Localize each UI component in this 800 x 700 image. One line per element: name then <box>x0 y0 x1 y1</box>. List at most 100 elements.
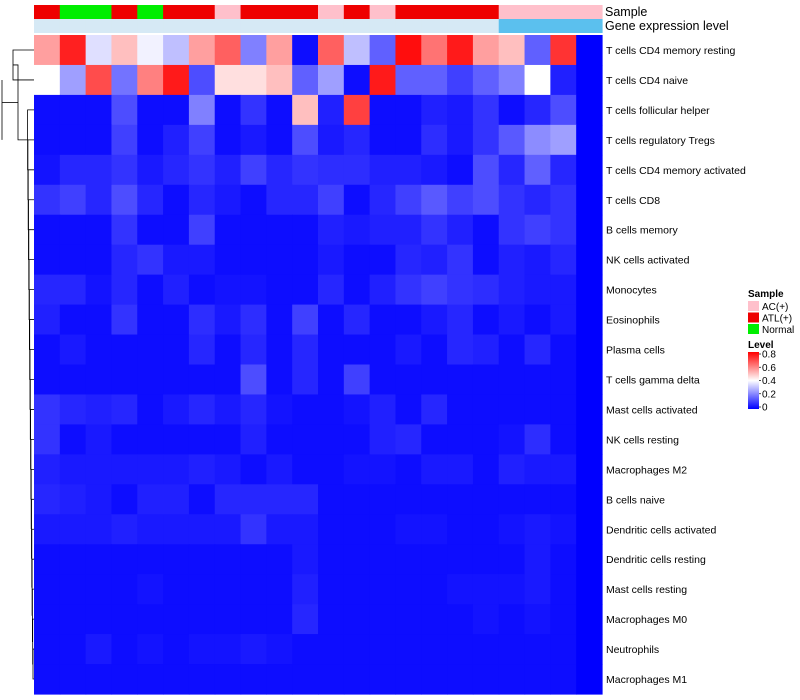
heatmap-cell <box>240 574 267 605</box>
heatmap-cell <box>85 664 113 695</box>
row-label: Dendritic cells resting <box>606 554 706 566</box>
heatmap-cell <box>59 454 87 485</box>
heatmap-cell <box>59 394 87 426</box>
heatmap-cell <box>395 244 422 276</box>
heatmap-cell <box>524 334 551 366</box>
heatmap-cell <box>369 394 397 426</box>
heatmap-cell <box>447 124 474 156</box>
heatmap-cell <box>34 604 61 635</box>
heatmap-cell <box>472 35 500 66</box>
heatmap-cell <box>318 424 345 455</box>
sample-annotation-cell <box>395 5 422 19</box>
annotation-label-expression: Gene expression level <box>605 19 729 33</box>
heatmap-cell <box>498 454 526 485</box>
annotation-label-sample: Sample <box>605 5 647 19</box>
heatmap-cell <box>369 514 397 545</box>
heatmap-cell <box>214 424 242 455</box>
heatmap-cell <box>292 334 319 366</box>
heatmap-cell <box>59 334 87 366</box>
heatmap-cell <box>343 574 371 605</box>
heatmap-cell <box>266 514 293 545</box>
heatmap-cell <box>292 184 319 216</box>
heatmap-cell <box>576 35 603 66</box>
heatmap-cell <box>343 214 371 246</box>
expression-annotation-cell <box>214 19 242 33</box>
heatmap-cell <box>498 634 526 665</box>
heatmap-cell <box>85 634 113 665</box>
heatmap-cell <box>292 454 319 485</box>
heatmap-cell <box>85 244 113 276</box>
heatmap-cell <box>240 664 267 695</box>
heatmap-cell <box>369 364 397 396</box>
heatmap-cell <box>266 634 293 665</box>
heatmap-cell <box>369 94 397 126</box>
heatmap-cell <box>550 64 577 96</box>
heatmap-cell <box>292 604 319 635</box>
heatmap-cell <box>550 334 577 366</box>
heatmap-cell <box>395 574 422 605</box>
sample-annotation-cell <box>550 5 577 19</box>
heatmap-cell <box>214 244 242 276</box>
heatmap-cell <box>395 364 422 396</box>
annotation-tracks <box>34 5 603 33</box>
heatmap-cell <box>163 154 190 186</box>
heatmap-cell <box>188 94 216 126</box>
heatmap-cell <box>292 574 319 605</box>
heatmap-cell <box>214 664 242 695</box>
heatmap-cell <box>369 634 397 665</box>
heatmap-cell <box>369 124 397 156</box>
heatmap-cell <box>576 214 603 246</box>
heatmap-cell <box>550 364 577 396</box>
heatmap-cell <box>85 394 113 426</box>
heatmap-cell <box>34 514 61 545</box>
row-label: Macrophages M1 <box>606 674 687 686</box>
heatmap-cell <box>472 154 500 186</box>
heatmap-cell <box>472 64 500 96</box>
heatmap-cell <box>421 214 448 246</box>
heatmap-cell <box>266 244 293 276</box>
heatmap-cell <box>421 454 448 485</box>
heatmap-cell <box>163 304 190 336</box>
heatmap-cell <box>188 274 216 306</box>
sample-annotation-cell <box>369 5 397 19</box>
heatmap-cell <box>318 184 345 216</box>
heatmap-cell <box>34 424 61 455</box>
heatmap-cell <box>214 364 242 396</box>
heatmap-cell <box>447 214 474 246</box>
heatmap-cell <box>576 124 603 156</box>
heatmap-cell <box>576 454 603 485</box>
heatmap-cell <box>214 274 242 306</box>
heatmap-cell <box>240 364 267 396</box>
heatmap-cell <box>111 364 138 396</box>
heatmap-cell <box>369 244 397 276</box>
heatmap-cell <box>111 394 138 426</box>
heatmap-cell <box>163 244 190 276</box>
expression-annotation-cell <box>550 19 577 33</box>
heatmap-cell <box>395 604 422 635</box>
heatmap-cell <box>369 35 397 66</box>
heatmap-cell <box>447 544 474 575</box>
heatmap-cell <box>85 424 113 455</box>
heatmap-cell <box>395 124 422 156</box>
heatmap-cell <box>472 394 500 426</box>
heatmap-cell <box>343 124 371 156</box>
expression-annotation-cell <box>34 19 61 33</box>
heatmap-cell <box>111 64 138 96</box>
heatmap-cell <box>163 184 190 216</box>
heatmap-cell <box>550 454 577 485</box>
heatmap-cell <box>576 514 603 545</box>
heatmap-cell <box>163 424 190 455</box>
heatmap-cell <box>395 544 422 575</box>
heatmap-cell <box>59 664 87 695</box>
heatmap-cell <box>292 94 319 126</box>
heatmap-cell <box>369 604 397 635</box>
heatmap-cell <box>318 364 345 396</box>
heatmap-cell <box>421 244 448 276</box>
heatmap-cell <box>550 94 577 126</box>
heatmap-cell <box>524 664 551 695</box>
heatmap-cell <box>576 604 603 635</box>
heatmap-cell <box>188 454 216 485</box>
heatmap-cell <box>576 94 603 126</box>
heatmap-cell <box>318 634 345 665</box>
heatmap-cell <box>421 274 448 306</box>
